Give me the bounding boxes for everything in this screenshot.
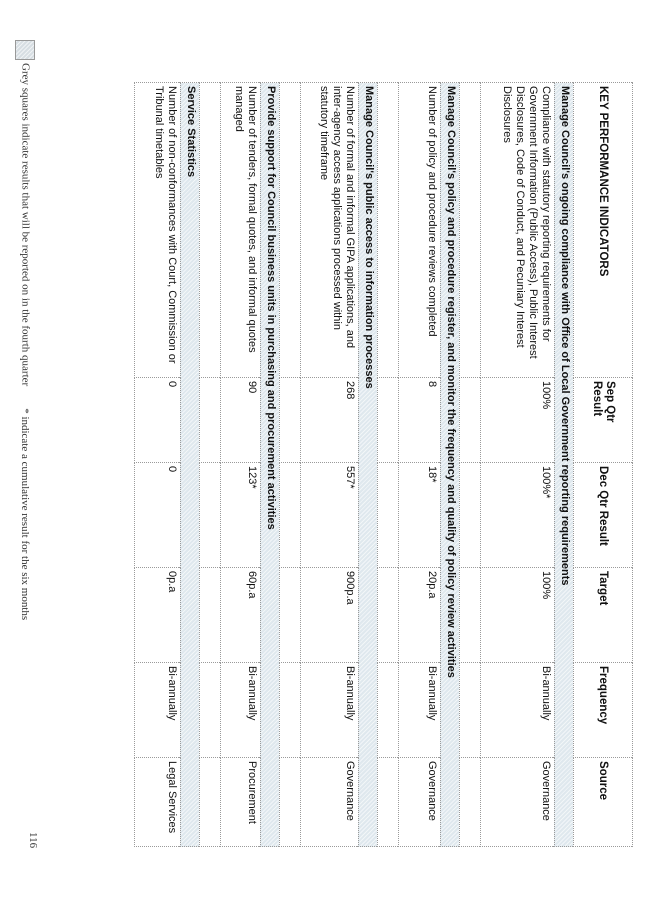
target-cell: 20p.a — [398, 567, 441, 663]
spacer-cell — [377, 377, 399, 463]
section-title: Manage Council's public access to inform… — [358, 82, 378, 847]
kpi-cell: Number of tenders, formal quotes, and in… — [220, 82, 261, 378]
spacer-cell — [279, 462, 301, 568]
kpi-header: KEY PERFORMANCE INDICATORS — [573, 82, 633, 378]
spacer-cell — [459, 662, 481, 758]
section-title: Provide support for Council business uni… — [260, 82, 280, 847]
page-number: 116 — [27, 832, 39, 849]
table-row: Number of tenders, formal quotes, and in… — [220, 82, 261, 847]
frequency-cell: Bi-annually — [480, 662, 555, 758]
source-cell: Governance — [480, 757, 555, 847]
section-title: Manage Council's ongoing compliance with… — [554, 82, 574, 847]
kpi-cell: Number of formal and informal GIPA appli… — [300, 82, 359, 378]
dec-header: Dec Qtr Result — [573, 462, 633, 568]
spacer-row — [459, 82, 481, 847]
section-row: Provide support for Council business uni… — [260, 82, 280, 847]
spacer-cell — [199, 757, 221, 847]
target-header: Target — [573, 567, 633, 663]
dec-cell: 123* — [220, 462, 261, 568]
frequency-cell: Bi-annually — [220, 662, 261, 758]
target-cell: 0p.a — [134, 567, 181, 663]
table-row: Number of policy and procedure reviews c… — [398, 82, 441, 847]
frequency-cell: Bi-annually — [300, 662, 359, 758]
spacer-cell — [377, 82, 399, 378]
spacer-cell — [279, 377, 301, 463]
sep-cell: 268 — [300, 377, 359, 463]
frequency-header: Frequency — [573, 662, 633, 758]
spacer-cell — [279, 82, 301, 378]
section-title: Service Statistics — [180, 82, 200, 847]
source-cell: Governance — [398, 757, 441, 847]
spacer-row — [279, 82, 301, 847]
kpi-cell: Number of non-conformances with Court, C… — [134, 82, 181, 378]
header-row: KEY PERFORMANCE INDICATORS Sep Qtr Resul… — [573, 82, 633, 847]
section-row: Service Statistics — [180, 82, 200, 847]
spacer-cell — [459, 82, 481, 378]
spacer-cell — [459, 462, 481, 568]
footnote-grey: Grey squares indicate results that will … — [19, 63, 32, 387]
sep-header: Sep Qtr Result — [573, 377, 633, 463]
spacer-cell — [279, 567, 301, 663]
spacer-cell — [377, 567, 399, 663]
sep-cell: 100% — [480, 377, 555, 463]
source-cell: Legal Services — [134, 757, 181, 847]
source-cell: Procurement — [220, 757, 261, 847]
source-cell: Governance — [300, 757, 359, 847]
dec-cell: 0 — [134, 462, 181, 568]
section-row: Manage Council's public access to inform… — [358, 82, 378, 847]
spacer-row — [377, 82, 399, 847]
spacer-cell — [199, 82, 221, 378]
section-row: Manage Council's ongoing compliance with… — [554, 82, 574, 847]
spacer-cell — [199, 662, 221, 758]
table-row: Compliance with statutory reporting requ… — [480, 82, 555, 847]
spacer-row — [199, 82, 221, 847]
dec-cell: 100%* — [480, 462, 555, 568]
source-header: Source — [573, 757, 633, 847]
spacer-cell — [199, 377, 221, 463]
spacer-cell — [279, 757, 301, 847]
spacer-cell — [459, 377, 481, 463]
spacer-cell — [459, 567, 481, 663]
target-cell: 100% — [480, 567, 555, 663]
table-row: Number of non-conformances with Court, C… — [134, 82, 181, 847]
spacer-cell — [199, 567, 221, 663]
grey-square-legend — [15, 40, 35, 60]
spacer-cell — [459, 757, 481, 847]
target-cell: 900p.a — [300, 567, 359, 663]
section-title: Manage Council's policy and procedure re… — [440, 82, 460, 847]
footnote: Grey squares indicate results that will … — [15, 40, 35, 620]
spacer-cell — [377, 662, 399, 758]
spacer-cell — [199, 462, 221, 568]
spacer-cell — [377, 757, 399, 847]
table-row: Number of formal and informal GIPA appli… — [300, 82, 359, 847]
frequency-cell: Bi-annually — [134, 662, 181, 758]
footnote-cumulative: * indicate a cumulative result for the s… — [19, 408, 32, 621]
spacer-cell — [377, 462, 399, 568]
sep-cell: 0 — [134, 377, 181, 463]
kpi-cell: Compliance with statutory reporting requ… — [480, 82, 555, 378]
section-row: Manage Council's policy and procedure re… — [440, 82, 460, 847]
sep-cell: 8 — [398, 377, 441, 463]
kpi-table: KEY PERFORMANCE INDICATORS Sep Qtr Resul… — [134, 82, 633, 847]
dec-cell: 18* — [398, 462, 441, 568]
sep-cell: 90 — [220, 377, 261, 463]
target-cell: 60p.a — [220, 567, 261, 663]
spacer-cell — [279, 662, 301, 758]
dec-cell: 557* — [300, 462, 359, 568]
kpi-cell: Number of policy and procedure reviews c… — [398, 82, 441, 378]
frequency-cell: Bi-annually — [398, 662, 441, 758]
